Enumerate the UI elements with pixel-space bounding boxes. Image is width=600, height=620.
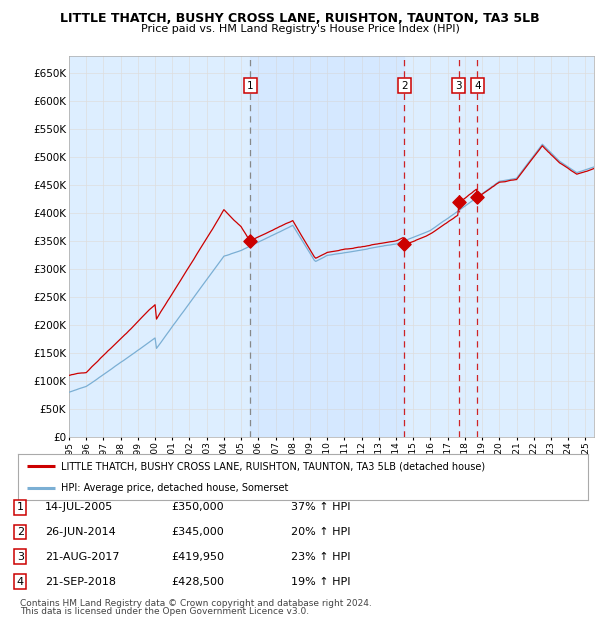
Point [245, 236, 255, 246]
Text: 2: 2 [17, 527, 24, 537]
Text: 26-JUN-2014: 26-JUN-2014 [45, 527, 116, 537]
Text: £428,500: £428,500 [171, 577, 224, 587]
Text: LITTLE THATCH, BUSHY CROSS LANE, RUISHTON, TAUNTON, TA3 5LB: LITTLE THATCH, BUSHY CROSS LANE, RUISHTO… [60, 12, 540, 25]
Text: Price paid vs. HM Land Registry's House Price Index (HPI): Price paid vs. HM Land Registry's House … [140, 24, 460, 33]
Text: LITTLE THATCH, BUSHY CROSS LANE, RUISHTON, TAUNTON, TA3 5LB (detached house): LITTLE THATCH, BUSHY CROSS LANE, RUISHTO… [61, 461, 485, 471]
Text: 2: 2 [401, 81, 408, 91]
Text: 3: 3 [455, 81, 462, 91]
Text: 20% ↑ HPI: 20% ↑ HPI [291, 527, 350, 537]
Text: 14-JUL-2005: 14-JUL-2005 [45, 502, 113, 512]
Text: 4: 4 [17, 577, 24, 587]
Text: 19% ↑ HPI: 19% ↑ HPI [291, 577, 350, 587]
Text: 4: 4 [474, 81, 481, 91]
Text: 1: 1 [17, 502, 24, 512]
Text: £350,000: £350,000 [171, 502, 224, 512]
Text: HPI: Average price, detached house, Somerset: HPI: Average price, detached house, Some… [61, 483, 288, 493]
Text: 1: 1 [247, 81, 254, 91]
Bar [250, 56, 404, 437]
Text: 23% ↑ HPI: 23% ↑ HPI [291, 552, 350, 562]
Text: Contains HM Land Registry data © Crown copyright and database right 2024.: Contains HM Land Registry data © Crown c… [20, 598, 372, 608]
Text: This data is licensed under the Open Government Licence v3.0.: This data is licensed under the Open Gov… [20, 607, 310, 616]
Text: £345,000: £345,000 [171, 527, 224, 537]
Text: 21-SEP-2018: 21-SEP-2018 [45, 577, 116, 587]
Point [472, 192, 482, 202]
Text: 37% ↑ HPI: 37% ↑ HPI [291, 502, 350, 512]
Point [454, 197, 464, 206]
Point [400, 239, 409, 249]
Text: 3: 3 [17, 552, 24, 562]
Text: £419,950: £419,950 [171, 552, 224, 562]
Text: 21-AUG-2017: 21-AUG-2017 [45, 552, 119, 562]
